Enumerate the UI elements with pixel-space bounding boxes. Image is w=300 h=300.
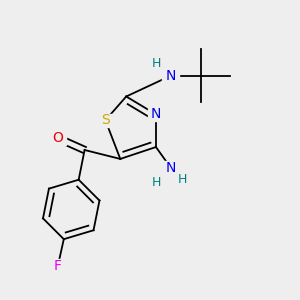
Bar (50, 132, 66, 145)
Text: S: S (101, 113, 110, 127)
Text: H: H (151, 176, 160, 189)
Text: N: N (151, 107, 161, 121)
Bar (97, 114, 114, 127)
Bar (149, 57, 163, 70)
Bar (163, 161, 179, 174)
Text: F: F (54, 259, 62, 273)
Text: H: H (151, 57, 160, 70)
Text: N: N (166, 69, 176, 83)
Text: N: N (166, 161, 176, 175)
Text: O: O (52, 131, 63, 145)
Bar (50, 260, 66, 272)
Bar (163, 69, 179, 82)
Bar (176, 173, 189, 186)
Text: H: H (178, 173, 188, 186)
Bar (149, 176, 163, 189)
Bar (148, 108, 164, 121)
